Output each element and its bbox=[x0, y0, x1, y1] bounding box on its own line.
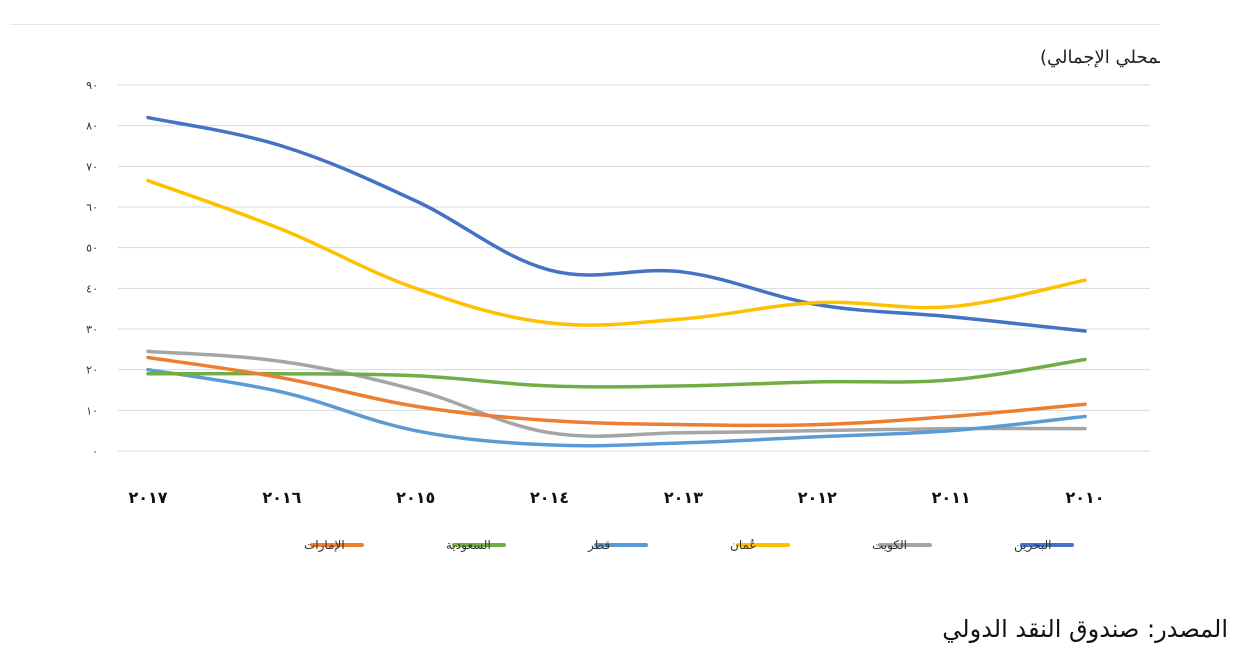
y-tick-label: ٩٠ bbox=[86, 79, 98, 92]
x-tick-label: ٢٠١٤ bbox=[530, 488, 569, 507]
legend-label: الكويت bbox=[872, 538, 907, 553]
chart-frame: إجمالي الدين الحكومي (نسبة مئوية من النا… bbox=[10, 24, 1160, 581]
series-lines bbox=[146, 115, 1087, 448]
gridlines bbox=[118, 84, 1150, 452]
series-line bbox=[146, 357, 1087, 389]
x-tick-label: ٢٠١٣ bbox=[664, 488, 703, 507]
x-tick-label: ٢٠١٦ bbox=[262, 488, 301, 507]
y-tick-label: ٤٠ bbox=[86, 282, 98, 295]
legend-label: قطر bbox=[587, 538, 610, 553]
legend-label: عُمان bbox=[730, 538, 757, 552]
source-note: المصدر: صندوق النقد الدولي bbox=[942, 615, 1228, 643]
legend-label: الإمارات bbox=[304, 538, 345, 553]
x-tick-label: ٢٠١٧ bbox=[128, 488, 167, 507]
series-line bbox=[146, 178, 1087, 327]
series-line bbox=[146, 367, 1087, 448]
y-tick-label: ٣٠ bbox=[86, 323, 98, 336]
y-tick-label: ٢٠ bbox=[86, 364, 98, 377]
x-tick-label: ٢٠١٥ bbox=[396, 488, 435, 507]
y-tick-label: ٠ bbox=[92, 445, 98, 458]
y-tick-label: ٥٠ bbox=[86, 242, 98, 255]
legend-label: السعودية bbox=[446, 538, 491, 553]
x-tick-label: ٢٠١٢ bbox=[798, 488, 837, 507]
legend: البحرين الكويت عُمان قطر السعودية الإمارات bbox=[304, 538, 1074, 553]
series-line bbox=[146, 355, 1087, 428]
legend-label: البحرين bbox=[1014, 538, 1051, 553]
line-chart: إجمالي الدين الحكومي (نسبة مئوية من النا… bbox=[86, 47, 1160, 553]
x-tick-label: ٢٠١٠ bbox=[1065, 488, 1104, 507]
y-tick-label: ٧٠ bbox=[86, 160, 98, 173]
x-tick-label: ٢٠١١ bbox=[932, 488, 971, 507]
y-tick-label: ٨٠ bbox=[86, 120, 98, 133]
series-line bbox=[146, 115, 1087, 333]
y-tick-label: ٦٠ bbox=[86, 201, 98, 214]
chart-title: إجمالي الدين الحكومي (نسبة مئوية من النا… bbox=[1040, 47, 1160, 68]
y-tick-label: ١٠ bbox=[86, 404, 98, 417]
y-axis-ticks: ٠ ١٠ ٢٠ ٣٠ ٤٠ ٥٠ ٦٠ ٧٠ ٨٠ ٩٠ bbox=[86, 79, 98, 458]
series-line bbox=[146, 349, 1087, 438]
x-axis-ticks: ٢٠١٧ ٢٠١٦ ٢٠١٥ ٢٠١٤ ٢٠١٣ ٢٠١٢ ٢٠١١ ٢٠١٠ bbox=[128, 488, 1104, 507]
